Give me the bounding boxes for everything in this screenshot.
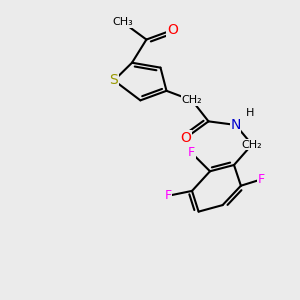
Text: F: F — [164, 189, 172, 202]
Text: CH₂: CH₂ — [242, 140, 262, 149]
Text: O: O — [181, 131, 191, 145]
Text: F: F — [257, 173, 265, 186]
Text: H: H — [246, 108, 255, 118]
Text: CH₃: CH₃ — [112, 17, 134, 27]
Text: F: F — [188, 146, 195, 159]
Text: N: N — [230, 118, 241, 132]
Text: S: S — [110, 74, 118, 88]
Text: CH₂: CH₂ — [182, 95, 202, 105]
Text: O: O — [167, 23, 178, 37]
